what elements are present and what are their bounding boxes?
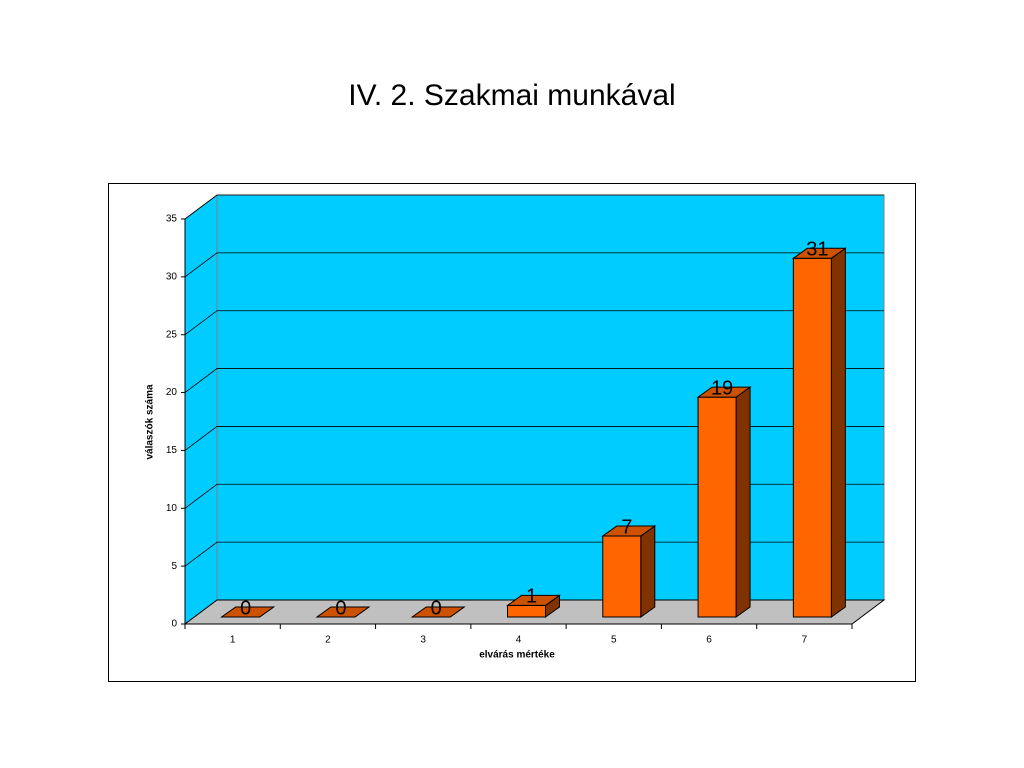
- grid-line: [184, 194, 884, 220]
- value-label: 1: [526, 586, 537, 608]
- bar: [505, 594, 562, 618]
- x-tick-label: 7: [802, 635, 808, 646]
- bar-top: [315, 606, 371, 618]
- bar-top: [791, 247, 847, 259]
- bar: [220, 606, 276, 618]
- bar-front: [697, 396, 737, 618]
- y-tick-label: 35: [166, 214, 178, 225]
- value-label: 19: [711, 377, 733, 399]
- y-tick-label: 25: [166, 329, 178, 340]
- y-tick-label: 15: [166, 445, 178, 456]
- y-tick-label: 0: [171, 619, 177, 630]
- bar-top: [505, 594, 562, 606]
- back-wall: [216, 194, 885, 601]
- grid-line: [184, 368, 884, 393]
- bar-top: [220, 606, 276, 618]
- x-tick-label: 4: [516, 635, 522, 646]
- bar-top: [601, 525, 657, 537]
- chart-title: IV. 2. Szakmai munkával: [348, 79, 675, 112]
- value-label: 0: [431, 597, 442, 619]
- y-axis-title: válaszók száma: [145, 384, 156, 459]
- bar-top: [410, 606, 466, 618]
- grid-line: [184, 252, 884, 278]
- bar-top: [696, 386, 752, 398]
- x-tick-label: 1: [230, 635, 236, 646]
- y-tick-label: 5: [171, 561, 177, 572]
- bar-front: [792, 257, 832, 618]
- grid-line: [184, 483, 884, 509]
- x-tick-label: 3: [420, 635, 426, 646]
- bar-side: [830, 247, 846, 618]
- bar-front: [602, 535, 642, 618]
- bar: [410, 606, 466, 618]
- x-axis-title: elvárás mértéke: [479, 650, 555, 661]
- left-wall: [184, 194, 218, 625]
- x-tick-label: 2: [325, 635, 331, 646]
- grid-line: [184, 541, 884, 567]
- bar: [696, 386, 752, 618]
- bar: [601, 525, 657, 618]
- x-tick-label: 5: [611, 635, 617, 646]
- grid-line: [184, 426, 884, 451]
- bar-side: [735, 386, 751, 618]
- value-label: 7: [621, 516, 632, 538]
- x-tick-label: 6: [706, 635, 712, 646]
- bar: [315, 606, 371, 618]
- y-tick-label: 30: [166, 271, 178, 282]
- grid-line: [184, 310, 884, 336]
- bar: [791, 247, 847, 618]
- value-label: 0: [335, 597, 346, 619]
- value-label: 31: [806, 239, 828, 261]
- bar-side: [640, 525, 656, 618]
- y-tick-label: 10: [166, 503, 178, 514]
- value-label: 0: [240, 597, 251, 619]
- y-tick-label: 20: [166, 387, 178, 398]
